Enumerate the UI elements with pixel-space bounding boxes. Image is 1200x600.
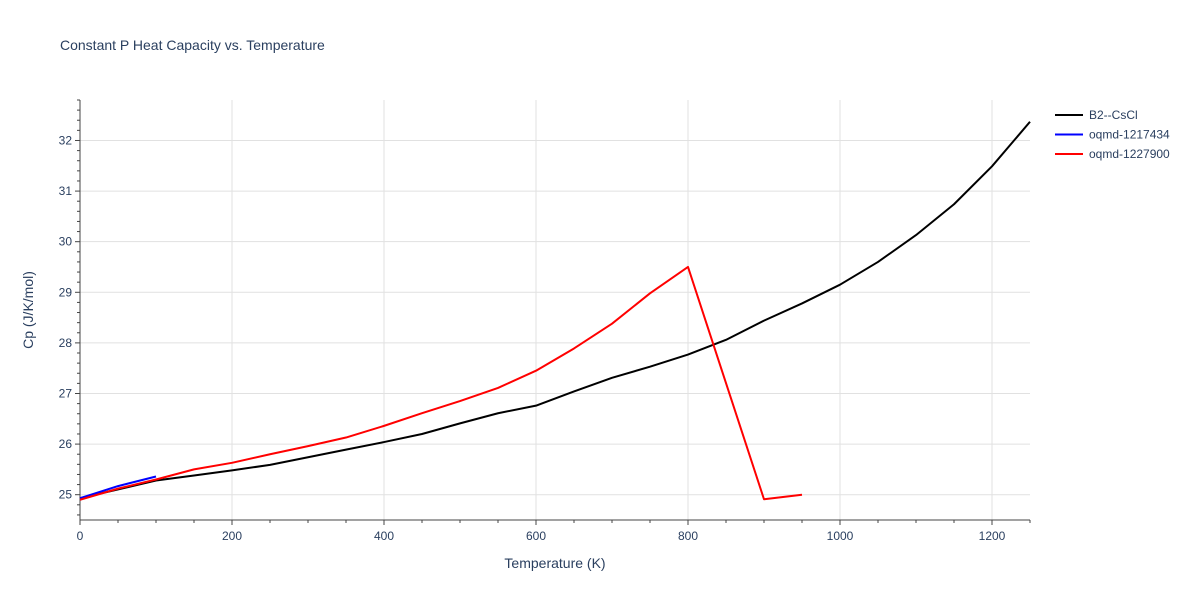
x-tick-label: 1200 (979, 529, 1006, 543)
x-tick-label: 400 (374, 529, 394, 543)
legend-label: B2--CsCl (1089, 108, 1138, 122)
x-tick-label: 600 (526, 529, 546, 543)
legend[interactable]: B2--CsCl oqmd-1217434 oqmd-1227900 (1055, 108, 1170, 161)
series-line-2 (79, 265, 803, 501)
chart-title: Constant P Heat Capacity vs. Temperature (60, 37, 325, 53)
series-line-1 (79, 475, 157, 500)
y-tick-label: 32 (59, 133, 73, 147)
y-tick-label: 27 (59, 386, 73, 400)
legend-item-0[interactable]: B2--CsCl (1055, 108, 1138, 122)
legend-item-2[interactable]: oqmd-1227900 (1055, 147, 1170, 161)
x-axis-label: Temperature (K) (504, 555, 605, 571)
legend-label: oqmd-1227900 (1089, 147, 1170, 161)
x-tick-label: 1000 (827, 529, 854, 543)
x-tick-label: 0 (77, 529, 84, 543)
axes: 0 200 400 600 800 1000 1200 25 26 27 28 29 30 31 32 (59, 99, 1031, 543)
y-axis-label: Cp (J/K/mol) (20, 271, 36, 349)
legend-label: oqmd-1217434 (1089, 128, 1170, 142)
legend-item-1[interactable]: oqmd-1217434 (1055, 128, 1170, 142)
y-tick-label: 31 (59, 184, 73, 198)
y-tick-label: 29 (59, 285, 73, 299)
x-tick-label: 800 (678, 529, 698, 543)
series-layer (79, 121, 1031, 501)
y-tick-label: 26 (59, 437, 73, 451)
y-tick-label: 28 (59, 336, 73, 350)
y-tick-label: 30 (59, 235, 73, 249)
y-tick-label: 25 (59, 488, 73, 502)
series-line-0 (79, 121, 1031, 500)
x-tick-label: 200 (222, 529, 242, 543)
grid (80, 100, 1030, 520)
